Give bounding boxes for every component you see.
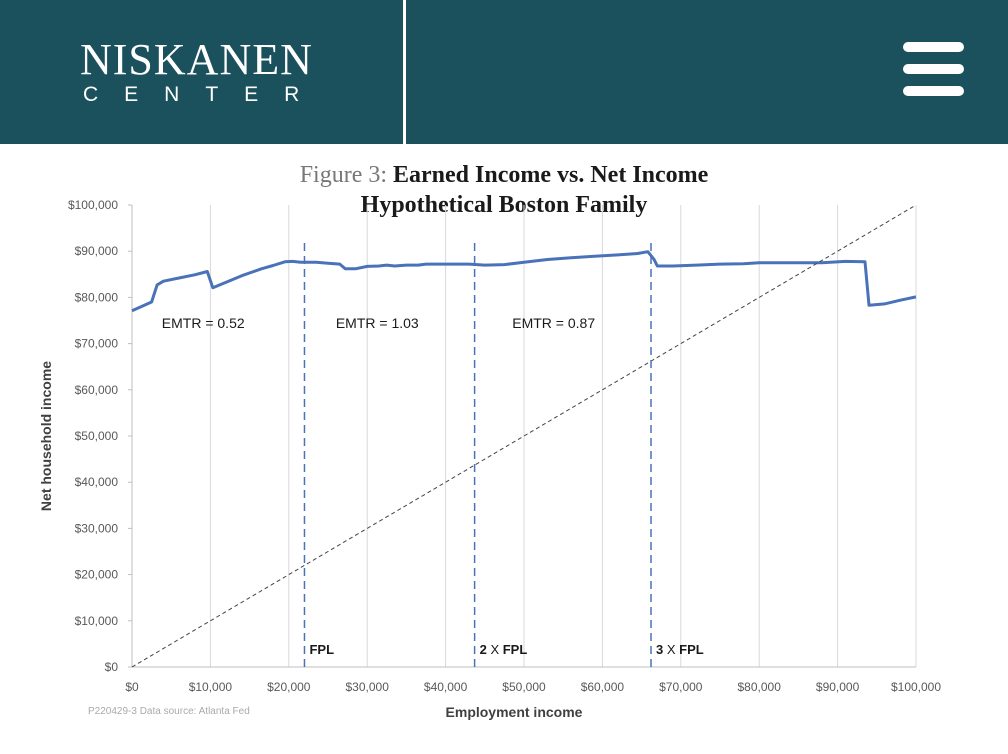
y-tick-label: $80,000 [75,290,119,304]
y-tick-label: $90,000 [75,244,119,258]
y-tick-label: $40,000 [75,475,119,489]
x-tick-label: $30,000 [346,680,390,694]
fpl-threshold-label: FPL [309,642,334,657]
x-tick-label: $0 [125,680,139,694]
figure-label: Figure 3: [299,162,388,188]
x-tick-label: $80,000 [738,680,782,694]
source-note: P220429-3 Data source: Atlanta Fed [88,706,250,717]
y-tick-label: $50,000 [75,429,119,443]
figure-subtitle: Hypothetical Boston Family [360,192,648,218]
x-tick-label: $60,000 [581,680,625,694]
y-tick-label: $0 [105,660,119,674]
header-divider [403,0,406,144]
fpl-threshold-label: 2 X FPL [480,642,528,657]
figure-title: Earned Income vs. Net Income [393,162,709,188]
y-tick-label: $60,000 [75,383,119,397]
emtr-annotation: EMTR = 0.52 [162,315,245,331]
x-tick-label: $90,000 [816,680,860,694]
reference-diagonal-line [131,204,917,668]
x-tick-label: $10,000 [189,680,233,694]
emtr-annotation: EMTR = 0.87 [512,315,595,331]
y-tick-label: $100,000 [68,198,118,212]
x-tick-label: $70,000 [659,680,703,694]
niskanen-logo[interactable]: NISKANEN CENTER [80,38,325,107]
fpl-threshold-label: 3 X FPL [656,642,704,657]
chart-title: Figure 3: Earned Income vs. Net Income H… [0,160,1008,220]
y-tick-label: $10,000 [75,614,119,628]
hamburger-menu-icon[interactable] [903,42,964,96]
logo-wordmark: NISKANEN [80,35,313,84]
x-axis-label: Employment income [446,704,583,720]
net-income-series-line [131,250,917,313]
emtr-annotation: EMTR = 1.03 [336,315,419,331]
x-tick-label: $20,000 [267,680,311,694]
y-tick-label: $20,000 [75,568,119,582]
x-tick-label: $50,000 [502,680,546,694]
y-tick-label: $30,000 [75,521,119,535]
logo-subtitle: CENTER [83,83,326,106]
y-tick-label: $70,000 [75,337,119,351]
x-tick-label: $100,000 [891,680,941,694]
site-header: NISKANEN CENTER [0,0,1008,144]
y-axis-label: Net household income [38,361,54,511]
x-tick-label: $40,000 [424,680,468,694]
